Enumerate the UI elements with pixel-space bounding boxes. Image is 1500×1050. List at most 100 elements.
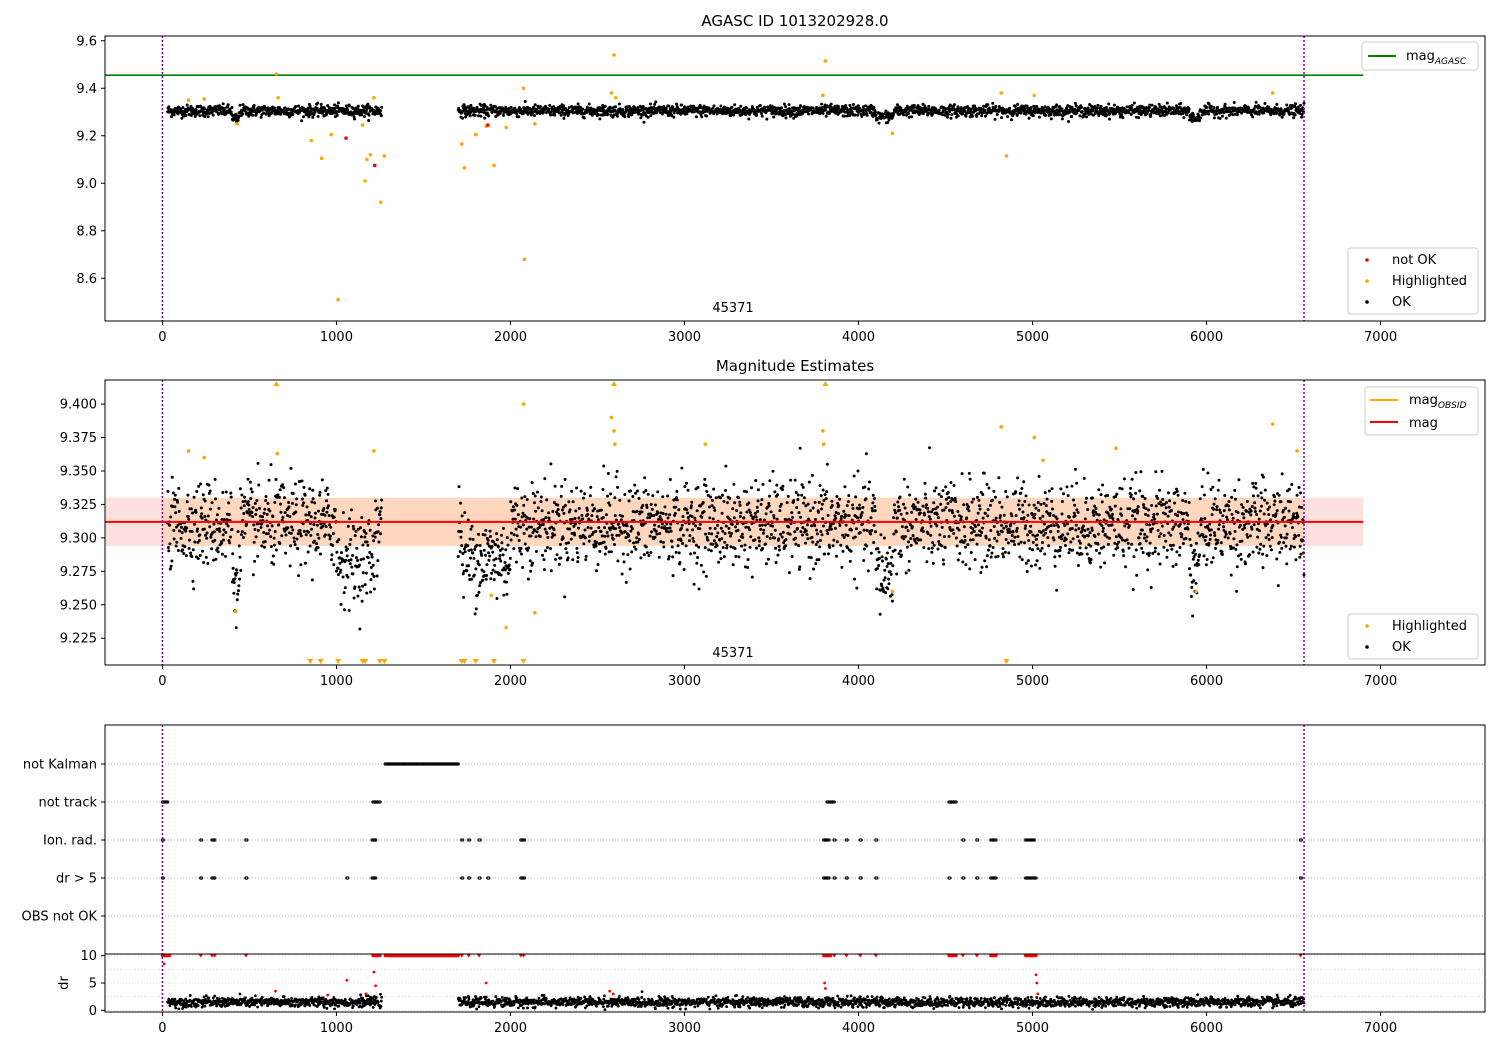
ok-point (269, 463, 273, 467)
panel-1-plot-area (105, 36, 1364, 321)
ok-point (577, 516, 581, 520)
ok-point (256, 461, 260, 465)
ok-point (177, 509, 181, 513)
ok-point (336, 106, 340, 110)
ok-point (864, 452, 868, 456)
ok-point (715, 534, 719, 538)
ok-point (241, 536, 245, 540)
ok-point (461, 572, 465, 576)
not-ok-point (486, 123, 490, 127)
ok-point (307, 510, 311, 514)
ok-point (844, 514, 848, 518)
ok-point (622, 560, 626, 564)
ok-point (612, 113, 616, 117)
ok-point (862, 547, 866, 551)
ok-point (488, 554, 492, 558)
ok-point (562, 116, 566, 120)
ok-point (711, 106, 715, 110)
ok-point (334, 111, 338, 115)
ok-point (309, 533, 313, 537)
ok-point (1251, 115, 1255, 119)
ok-point (231, 552, 235, 556)
ok-point (968, 567, 972, 571)
legend-marker-highlighted (1365, 279, 1369, 283)
ok-point (290, 525, 294, 529)
ok-point (779, 532, 783, 536)
ok-point (236, 589, 240, 593)
ok-point (341, 511, 345, 515)
ok-point (854, 495, 858, 499)
ok-point (312, 539, 316, 543)
ok-point (970, 114, 974, 118)
ok-point (218, 104, 222, 108)
ok-point (640, 113, 644, 117)
ok-point (965, 105, 969, 109)
ok-point (1274, 106, 1278, 110)
ok-point (224, 530, 228, 534)
ok-point (641, 503, 645, 507)
ok-point (300, 119, 304, 123)
ok-point (581, 107, 585, 111)
ok-point (561, 536, 565, 540)
ok-point (1055, 517, 1059, 521)
ok-point (1120, 113, 1124, 117)
ok-point (1163, 113, 1167, 117)
ok-point (722, 555, 726, 559)
ok-point (830, 503, 834, 507)
ok-point (707, 531, 711, 535)
ok-point (930, 546, 934, 550)
ok-point (544, 549, 548, 553)
ok-point (467, 564, 471, 568)
ok-point (263, 507, 267, 511)
ok-point (798, 106, 802, 110)
ok-point (666, 494, 670, 498)
ok-point (1280, 115, 1284, 119)
ok-point (926, 506, 930, 510)
ok-point (509, 500, 513, 504)
ok-point (865, 528, 869, 532)
ok-point (255, 498, 259, 502)
ok-point (483, 533, 487, 537)
ok-point (549, 547, 553, 551)
ok-point (544, 111, 548, 115)
ok-point (486, 542, 490, 546)
ok-point (611, 537, 615, 541)
ok-point (665, 522, 669, 526)
ok-point (790, 515, 794, 519)
ok-point (508, 567, 512, 571)
ok-point (604, 546, 608, 550)
ok-point (864, 497, 868, 501)
ok-point (252, 540, 256, 544)
ok-point (661, 495, 665, 499)
ok-point (1026, 533, 1030, 537)
ok-point (928, 446, 932, 450)
ok-point (960, 472, 964, 476)
ok-point (1027, 116, 1031, 120)
ok-point (1032, 503, 1036, 507)
ok-point (793, 530, 797, 534)
ok-point (228, 535, 232, 539)
ok-point (830, 499, 834, 503)
ok-point (360, 599, 364, 603)
ok-point (652, 514, 656, 518)
ok-point (664, 106, 668, 110)
ok-point (962, 525, 966, 529)
ok-point (193, 114, 197, 118)
ok-point (940, 525, 944, 529)
ok-point (1197, 114, 1201, 118)
ok-point (840, 565, 844, 569)
ok-point (867, 480, 871, 484)
ok-point (266, 501, 270, 505)
ok-point (698, 527, 702, 531)
ok-point (666, 516, 670, 520)
ok-point (566, 556, 570, 560)
ok-point (747, 508, 751, 512)
ok-point (1025, 569, 1029, 573)
ok-point (624, 580, 628, 584)
x-tick-label: 3000 (668, 330, 701, 345)
ok-point (654, 100, 658, 104)
ok-point (494, 557, 498, 561)
ok-point (874, 113, 878, 117)
ok-point (1275, 102, 1279, 106)
ok-point (216, 550, 220, 554)
